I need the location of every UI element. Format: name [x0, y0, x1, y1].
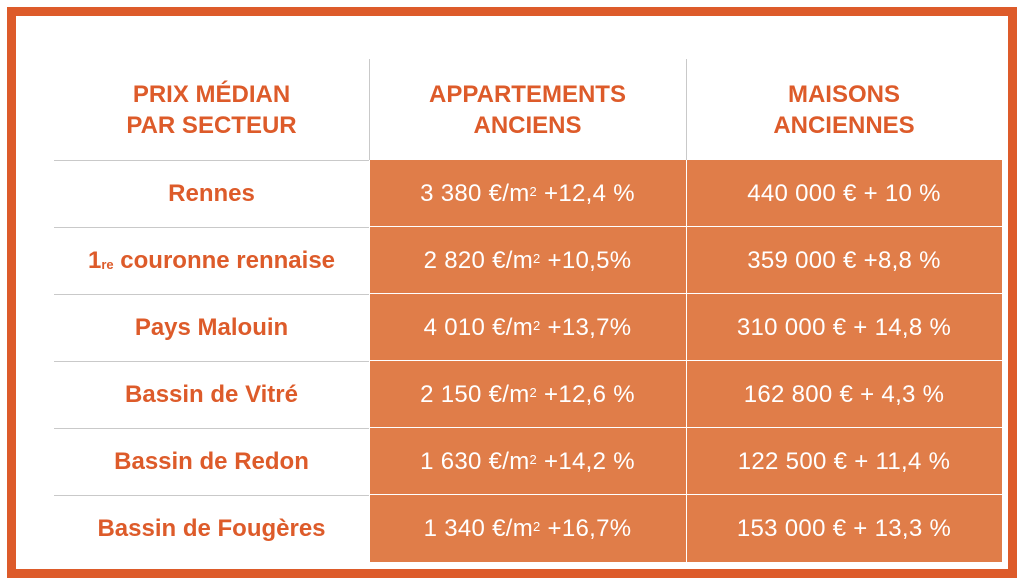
table-row: Bassin de Fougères 1 340 €/m 2 +16,7% 153… — [54, 495, 1002, 562]
apartment-price: 3 380 €/m — [420, 179, 530, 207]
house-value: 310 000 € + 14,8 % — [686, 294, 1002, 361]
sector-name-rest: couronne rennaise — [113, 246, 336, 274]
column-divider — [369, 160, 370, 562]
header-apartments: APPARTEMENTS ANCIENS — [369, 59, 686, 160]
apartment-price: 2 150 €/m — [420, 380, 530, 408]
apartment-change: +12,6 % — [544, 380, 635, 408]
house-value: 122 500 € + 11,4 % — [686, 428, 1002, 495]
apartment-change: +10,5% — [547, 246, 632, 274]
house-value: 440 000 € + 10 % — [686, 160, 1002, 227]
sector-label: Pays Malouin — [54, 294, 369, 361]
header-houses: MAISONS ANCIENNES — [686, 59, 1002, 160]
house-value: 162 800 € + 4,3 % — [686, 361, 1002, 428]
header-sector: PRIX MÉDIAN PAR SECTEUR — [54, 59, 369, 160]
apartment-value: 1 340 €/m 2 +16,7% — [369, 495, 686, 562]
house-price-change: 122 500 € + 11,4 % — [737, 447, 951, 475]
row-divider — [54, 428, 369, 429]
row-divider — [370, 226, 1002, 227]
apartment-value: 1 630 €/m 2 +14,2 % — [369, 428, 686, 495]
house-price-change: 162 800 € + 4,3 % — [743, 380, 945, 408]
house-value: 359 000 € +8,8 % — [686, 227, 1002, 294]
sector-name: Bassin de Vitré — [125, 380, 298, 408]
header-sector-line1: PRIX MÉDIAN — [132, 80, 291, 108]
unit-exponent: 2 — [529, 385, 538, 400]
header-sector-line2: PAR SECTEUR — [126, 111, 297, 139]
apartment-change: +12,4 % — [544, 179, 635, 207]
column-divider — [686, 160, 687, 562]
row-divider — [54, 160, 369, 161]
unit-exponent: 2 — [529, 184, 538, 199]
sector-name: Bassin de Redon — [114, 447, 309, 475]
apartment-value: 4 010 €/m 2 +13,7% — [369, 294, 686, 361]
header-apartments-line1: APPARTEMENTS — [429, 80, 626, 108]
sector-label: Bassin de Vitré — [54, 361, 369, 428]
header-apartments-line2: ANCIENS — [473, 111, 582, 139]
header-divider — [369, 59, 370, 160]
apartment-price: 1 340 €/m — [423, 514, 534, 542]
apartment-value: 3 380 €/m 2 +12,4 % — [369, 160, 686, 227]
house-price-change: 310 000 € + 14,8 % — [736, 313, 952, 341]
row-divider — [370, 360, 1002, 361]
unit-exponent: 2 — [533, 251, 541, 266]
apartment-price: 2 820 €/m — [423, 246, 534, 274]
price-table: PRIX MÉDIAN PAR SECTEUR APPARTEMENTS ANC… — [54, 59, 1002, 562]
row-divider — [370, 293, 1002, 294]
sector-name: Rennes — [168, 179, 255, 207]
apartment-change: +14,2 % — [544, 447, 635, 475]
apartment-change: +16,7% — [547, 514, 632, 542]
row-divider — [370, 427, 1002, 428]
house-price-change: 153 000 € + 13,3 % — [736, 514, 952, 542]
house-price-change: 440 000 € + 10 % — [747, 179, 941, 207]
unit-exponent: 2 — [529, 452, 538, 467]
ordinal-suffix: re — [101, 257, 114, 272]
table-row: Bassin de Redon 1 630 €/m 2 +14,2 % 122 5… — [54, 428, 1002, 495]
row-divider — [54, 495, 369, 496]
table-header: PRIX MÉDIAN PAR SECTEUR APPARTEMENTS ANC… — [54, 59, 1002, 160]
row-divider — [54, 227, 369, 228]
unit-exponent: 2 — [533, 519, 541, 534]
sector-name: Bassin de Fougères — [97, 514, 326, 542]
header-houses-line1: MAISONS — [787, 80, 900, 108]
apartment-change: +13,7% — [547, 313, 632, 341]
header-houses-line2: ANCIENNES — [773, 111, 915, 139]
header-divider — [686, 59, 687, 160]
apartment-price: 4 010 €/m — [423, 313, 534, 341]
row-divider — [54, 294, 369, 295]
sector-name: Pays Malouin — [134, 313, 289, 341]
apartment-value: 2 150 €/m 2 +12,6 % — [369, 361, 686, 428]
sector-label: Rennes — [54, 160, 369, 227]
unit-exponent: 2 — [533, 318, 541, 333]
apartment-value: 2 820 €/m 2 +10,5% — [369, 227, 686, 294]
table-row: 1 re couronne rennaise 2 820 €/m 2 +10,5% … — [54, 227, 1002, 294]
row-divider — [370, 494, 1002, 495]
sector-label: Bassin de Redon — [54, 428, 369, 495]
table-row: Pays Malouin 4 010 €/m 2 +13,7% 310 000 €… — [54, 294, 1002, 361]
sector-label: 1 re couronne rennaise — [54, 227, 369, 294]
sector-label: Bassin de Fougères — [54, 495, 369, 562]
row-divider — [54, 361, 369, 362]
table-row: Bassin de Vitré 2 150 €/m 2 +12,6 % 162 8… — [54, 361, 1002, 428]
sector-name: 1 — [87, 246, 102, 274]
apartment-price: 1 630 €/m — [420, 447, 530, 475]
table-frame: PRIX MÉDIAN PAR SECTEUR APPARTEMENTS ANC… — [7, 7, 1017, 578]
house-price-change: 359 000 € +8,8 % — [747, 246, 941, 274]
table-row: Rennes 3 380 €/m 2 +12,4 % 440 000 € + 10… — [54, 160, 1002, 227]
house-value: 153 000 € + 13,3 % — [686, 495, 1002, 562]
